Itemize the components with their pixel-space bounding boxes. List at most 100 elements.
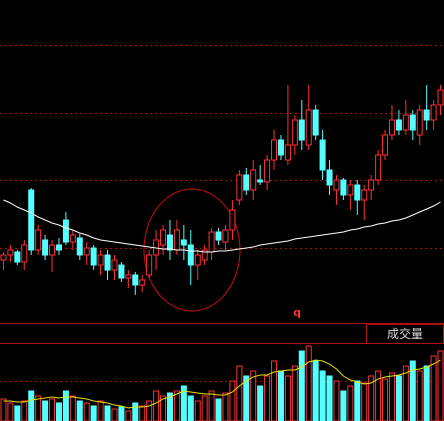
candle-body <box>194 254 201 266</box>
candle-body <box>340 179 347 196</box>
volume-title: 成交量 <box>387 326 423 341</box>
volume-bar <box>236 365 243 421</box>
candle-body <box>0 254 7 261</box>
candle-body <box>139 279 146 286</box>
candle-body <box>388 119 395 136</box>
candle-body <box>187 244 194 266</box>
moving-average <box>3 359 441 409</box>
candle-body <box>437 89 444 106</box>
candle-body <box>35 229 42 251</box>
candle-body <box>222 229 229 243</box>
volume-bar <box>0 398 7 421</box>
candle-body <box>104 254 111 271</box>
volume-bar <box>104 405 111 421</box>
candle-body <box>49 244 56 256</box>
volume-bar <box>173 390 180 421</box>
candle-body <box>97 254 104 266</box>
volume-bar <box>402 365 409 421</box>
volume-bar <box>250 370 257 421</box>
volume-bar <box>333 380 340 421</box>
volume-bar <box>14 405 21 421</box>
volume-bar <box>284 375 291 421</box>
volume-bar <box>28 390 35 421</box>
volume-bar <box>430 355 437 421</box>
volume-bar <box>423 365 430 421</box>
candle-body <box>236 174 243 201</box>
candle-body <box>395 119 402 131</box>
candle-body <box>21 244 28 263</box>
volume-bar <box>416 370 423 421</box>
candle-body <box>76 237 83 256</box>
volume-bar <box>395 375 402 421</box>
candle-body <box>125 274 132 279</box>
volume-bar <box>319 370 326 421</box>
candle-body <box>257 179 264 183</box>
volume-bar <box>132 402 139 421</box>
candle-body <box>111 259 118 271</box>
candle-body <box>319 139 326 171</box>
volume-bar <box>118 406 125 421</box>
candle-body <box>28 189 35 251</box>
volume-bar <box>222 392 229 421</box>
volume-bar <box>146 400 153 421</box>
candle-body <box>430 104 437 121</box>
volume-bar <box>312 360 319 421</box>
volume-bar <box>382 378 389 421</box>
volume-bar <box>201 395 208 421</box>
candle-body <box>284 144 291 161</box>
volume-bar <box>257 385 264 421</box>
volume-bar <box>180 385 187 421</box>
candle-body <box>7 249 14 256</box>
moving-average <box>3 199 441 253</box>
candle-body <box>326 169 333 186</box>
volume-bar <box>21 400 28 421</box>
candle-body <box>312 109 319 136</box>
candle-body <box>277 139 284 156</box>
candle-body <box>166 234 173 251</box>
candle-body <box>305 109 312 146</box>
candle-body <box>402 114 409 131</box>
volume-bar <box>62 390 69 421</box>
candle-body <box>215 231 222 241</box>
volume-bar <box>264 375 271 421</box>
volume-bar <box>55 402 62 421</box>
volume-bar <box>83 402 90 421</box>
volume-bar <box>291 365 298 421</box>
volume-bar <box>7 402 14 421</box>
volume-bar <box>437 350 444 421</box>
volume-bar <box>305 345 312 421</box>
candle-body <box>42 239 49 256</box>
candle-body <box>180 239 187 246</box>
volume-bar <box>160 395 167 421</box>
candle-body <box>160 229 167 246</box>
volume-bar <box>90 405 97 421</box>
candle-body <box>375 154 382 181</box>
candle-body <box>208 231 215 253</box>
highlight-ellipse <box>143 188 241 312</box>
candle-body <box>368 179 375 191</box>
volume-bar <box>388 372 395 421</box>
volume-bar <box>42 400 49 421</box>
volume-bar <box>139 405 146 421</box>
volume-bar <box>49 398 56 421</box>
volume-bar <box>187 395 194 421</box>
volume-bar <box>229 380 236 421</box>
volume-bar <box>271 360 278 421</box>
candle-body <box>118 264 125 279</box>
volume-bar <box>35 395 42 421</box>
volume-bar <box>243 375 250 421</box>
volume-bar <box>166 392 173 421</box>
volume-bar <box>340 390 347 421</box>
volume-bar <box>69 395 76 421</box>
candle-body <box>333 179 340 191</box>
candle-body <box>416 109 423 136</box>
candle-body <box>62 219 69 243</box>
annotation: q <box>293 306 301 319</box>
volume-bar <box>368 375 375 421</box>
volume-bar <box>361 382 368 421</box>
candle-body <box>291 119 298 146</box>
candle-body <box>361 189 368 201</box>
candle-body <box>347 184 354 196</box>
candle-body <box>250 169 257 191</box>
